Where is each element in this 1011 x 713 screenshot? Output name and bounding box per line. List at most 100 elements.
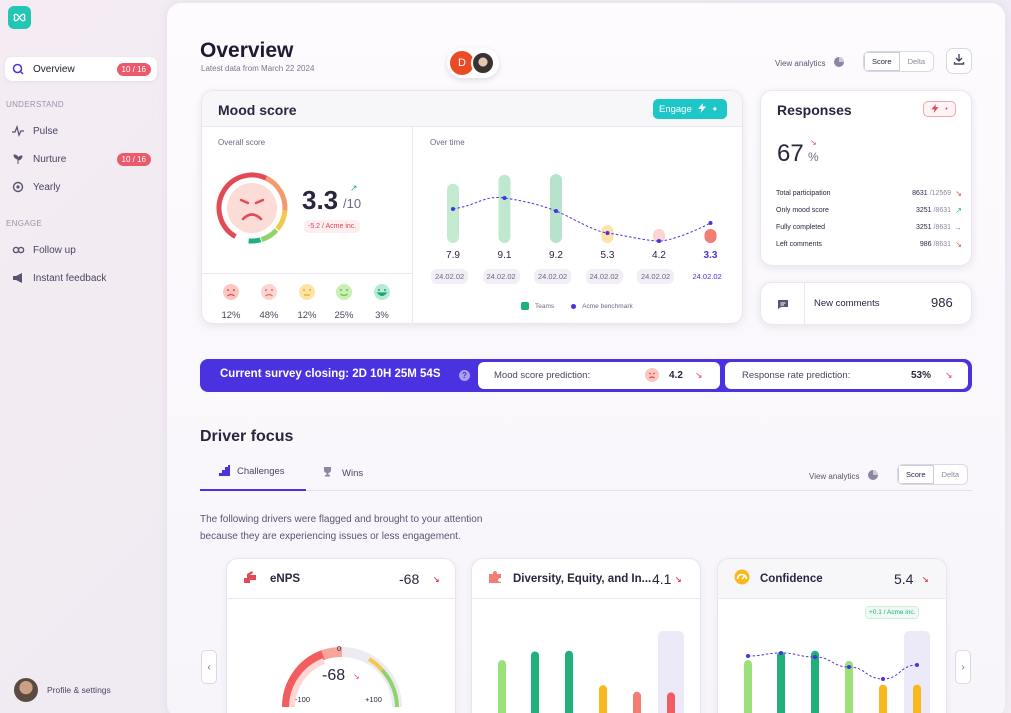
tab-challenges[interactable]: Challenges [200, 462, 306, 491]
sidebar-item-label: Overview [33, 63, 75, 75]
response-prediction-value: 53% [911, 370, 932, 381]
sidebar-item-pulse[interactable]: Pulse [5, 119, 157, 143]
driver-card-diversity[interactable]: Diversity, Equity, and In... 4.1 ↘ 7.99.… [471, 558, 701, 713]
overall-score-label: Overall score [218, 138, 266, 147]
yearly-icon [11, 180, 25, 194]
over-time-bar [550, 174, 562, 243]
mood-face-icon [223, 284, 239, 300]
avatar-initial: D [450, 51, 474, 75]
survey-closing-text: Current survey closing: 2D 10H 25M 54S [220, 368, 441, 380]
mini-chart-bar [845, 660, 853, 713]
responses-card: Responses • 67 % ↘ Total participation 86… [760, 90, 972, 266]
trend-icon: ↘ [955, 189, 962, 198]
responses-row-figure: 986 /8631 [920, 241, 951, 248]
help-icon[interactable]: ? [459, 370, 470, 381]
response-prediction-pill: Response rate prediction: 53% ↘ [725, 362, 968, 389]
mood-face-icon [299, 284, 315, 300]
over-time-bar [498, 174, 511, 243]
trend-icon: ↘ [955, 240, 962, 249]
chart-legend: Teams Acme benchmark [521, 302, 633, 310]
download-button[interactable] [946, 48, 972, 74]
response-prediction-label: Response rate prediction: [742, 370, 851, 381]
view-analytics-link[interactable]: View analytics [809, 469, 879, 483]
over-time-value: 3.3 [703, 250, 718, 261]
sidebar-item-label: Nurture [33, 153, 67, 165]
over-time-label: Over time [430, 138, 465, 147]
responses-row-value: 3251 [915, 207, 932, 214]
mini-chart-bar [811, 650, 819, 713]
pulse-icon [11, 124, 25, 138]
puzzle-icon [488, 570, 502, 587]
mini-chart-bar [565, 650, 573, 713]
carousel-next-button[interactable]: › [955, 650, 971, 684]
engage-button[interactable]: Engage • [653, 99, 727, 119]
tab-wins[interactable]: Wins [322, 466, 363, 480]
mood-prediction-value: 4.2 [669, 370, 683, 381]
overview-badge: 10 / 16 [116, 62, 151, 76]
sidebar-item-yearly[interactable]: Yearly [5, 175, 157, 199]
responses-row-total: /8631 [931, 207, 951, 214]
benchmark-point [554, 209, 558, 213]
divider [412, 127, 413, 323]
sidebar-item-label: Yearly [33, 181, 61, 193]
benchmark-point [915, 663, 919, 667]
driver-focus-title: Driver focus [200, 428, 294, 445]
nurture-icon [11, 152, 25, 166]
mood-gauge-ring [214, 170, 290, 251]
driver-card-title: eNPS [270, 572, 301, 585]
highlight-column [904, 631, 930, 713]
profile-settings-link[interactable]: Profile & settings [14, 678, 111, 702]
sidebar-item-label: Follow up [33, 244, 76, 256]
app-logo-icon[interactable] [8, 6, 31, 29]
legend-teams-label: Teams [535, 302, 555, 310]
driver-card-title: Confidence [760, 572, 823, 585]
new-comments-count: 986 [931, 295, 953, 310]
confidence-gauge-icon [734, 569, 750, 588]
benchmark-point [847, 665, 851, 669]
new-comments-card[interactable]: New comments 986 [760, 282, 972, 325]
nurture-badge: 10 / 16 [116, 152, 151, 166]
benchmark-point [881, 677, 885, 681]
comment-icon [761, 283, 805, 324]
card-header: Diversity, Equity, and In... 4.1 ↘ [472, 559, 700, 599]
carousel-prev-button[interactable]: ‹ [201, 650, 217, 684]
sidebar-item-instant-feedback[interactable]: Instant feedback [5, 266, 157, 290]
response-percent-sign: % [808, 150, 819, 164]
mood-distribution-percent: 12% [221, 310, 241, 321]
mood-face-icon [336, 284, 352, 300]
highlight-column [658, 631, 684, 713]
sidebar-item-label: Instant feedback [33, 272, 107, 284]
driver-card-confidence[interactable]: Confidence 5.4 ↘ +0.1 / Acme inc. 7.99.1… [717, 558, 947, 713]
delta-toggle-button[interactable]: Delta [907, 57, 926, 66]
over-time-date: 24.02.02 [482, 269, 520, 284]
page-title: Overview [200, 39, 294, 62]
dot-icon: • [945, 105, 948, 113]
participants-avatars[interactable]: D [447, 48, 499, 78]
trend-up-icon: ↗ [350, 183, 358, 193]
sidebar-item-label: Pulse [33, 125, 59, 137]
response-percent: 67 [777, 140, 804, 167]
description-line: The following drivers were flagged and b… [200, 514, 483, 525]
mini-chart-bar [777, 651, 785, 713]
enps-icon [243, 570, 259, 587]
sidebar-item-nurture[interactable]: Nurture 10 / 16 [5, 147, 157, 171]
over-time-bar [447, 183, 459, 243]
benchmark-line [452, 196, 711, 242]
trophy-icon [322, 466, 333, 480]
trend-down-icon: ↘ [695, 370, 703, 380]
over-time-date: 24.02.02 [637, 269, 675, 284]
sidebar-item-follow-up[interactable]: Follow up [5, 238, 157, 262]
sidebar-item-overview[interactable]: Overview 10 / 16 [5, 57, 157, 81]
trend-down-icon: ↘ [945, 370, 953, 380]
driver-card-enps[interactable]: eNPS -68 ↘ 0 -68 ↘ -100 +100 [226, 558, 456, 713]
over-time-date: 24.02.02 [431, 269, 469, 284]
over-time-date: 24.02.02 [534, 269, 572, 284]
score-toggle-button[interactable]: Score [864, 52, 900, 71]
score-toggle-button[interactable]: Score [898, 465, 934, 484]
view-analytics-label: View analytics [809, 471, 860, 481]
alert-badge[interactable]: • [923, 101, 956, 117]
delta-toggle-button[interactable]: Delta [941, 470, 960, 479]
view-analytics-link[interactable]: View analytics [775, 56, 845, 70]
mood-face-icon [374, 284, 390, 300]
responses-row-figure: 8631 /12569 [912, 190, 951, 197]
